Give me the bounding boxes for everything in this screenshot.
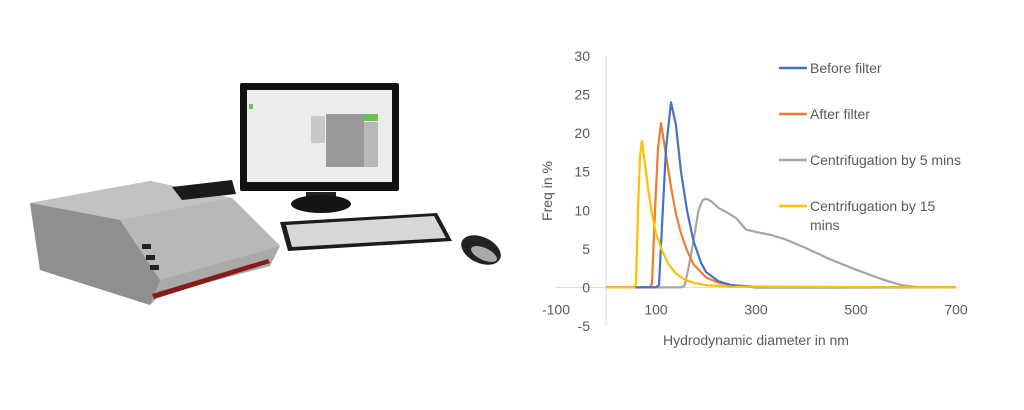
x-tick-label: 700 <box>944 301 968 317</box>
instrument-product-image <box>30 83 501 305</box>
y-axis-label: Freq in % <box>539 161 555 221</box>
series-line-centrifugation-by-15-mins <box>606 139 957 289</box>
series-line-before-filter <box>606 101 956 289</box>
legend-label-centrifugation-15: Centrifugation by 15 <box>810 198 936 214</box>
legend: Before filter After filter Centrifugatio… <box>779 60 961 233</box>
y-tick-label: 15 <box>574 164 590 180</box>
y-tick-label: 10 <box>574 202 590 218</box>
instrument-icon <box>30 180 280 305</box>
mouse-icon <box>461 235 501 265</box>
x-tick-label: -100 <box>542 301 570 317</box>
legend-label-centrifugation-5: Centrifugation by 5 mins <box>810 152 961 168</box>
y-tick-label: 5 <box>582 241 590 257</box>
y-tick-label: -5 <box>578 318 591 334</box>
y-tick-label: 20 <box>574 125 590 141</box>
legend-label-centrifugation-15-line2: mins <box>810 217 840 233</box>
monitor-icon <box>240 83 399 213</box>
x-tick-label: 300 <box>744 301 768 317</box>
x-axis-label: Hydrodynamic diameter in nm <box>663 332 849 348</box>
x-tick-label: 500 <box>844 301 868 317</box>
series-line-centrifugation-by-5-mins <box>606 197 957 289</box>
legend-label-before-filter: Before filter <box>810 60 882 76</box>
x-tick-label: 100 <box>644 301 668 317</box>
y-tick-label: 0 <box>582 279 590 295</box>
y-tick-label: 30 <box>574 48 590 64</box>
legend-label-after-filter: After filter <box>810 106 870 122</box>
keyboard-icon <box>280 213 452 251</box>
y-tick-label: 25 <box>574 87 590 103</box>
